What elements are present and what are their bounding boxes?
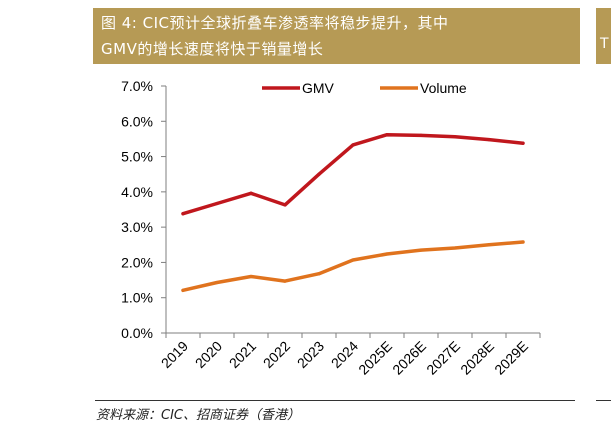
x-tick-label: 2028E <box>457 338 497 378</box>
series-line-volume <box>181 240 525 293</box>
figure-title-line-1: 图 4: CIC预计全球折叠车渗透率将稳步提升，其中 <box>101 14 449 32</box>
data-point-volume <box>521 240 525 244</box>
chart-axes: 0.0% 1.0% 2.0% 3.0% 4.0% 5.0% 6.0% 7.0% 2019 2020… <box>121 78 541 378</box>
data-point-volume <box>283 279 287 283</box>
y-tick-label: 0.0% <box>121 325 153 341</box>
figure-title-line-2: GMV的增长速度将快于销量增长 <box>101 40 324 58</box>
series-line-gmv <box>181 132 525 216</box>
figure-header: 图 4: CIC预计全球折叠车渗透率将稳步提升，其中 GMV的增长速度将快于销量… <box>93 8 580 64</box>
y-tick-label: 1.0% <box>121 290 153 306</box>
data-point-gmv <box>521 141 525 145</box>
x-tick-label: 2023 <box>294 338 327 371</box>
data-point-gmv <box>215 201 219 206</box>
data-point-volume <box>487 243 491 247</box>
data-point-gmv <box>249 191 253 195</box>
chart-series <box>181 132 525 293</box>
data-point-volume <box>215 280 219 285</box>
x-tick-label: 2027E <box>423 338 463 378</box>
data-point-volume <box>351 258 355 262</box>
legend-label-volume: Volume <box>420 80 467 96</box>
x-tick-label: 2026E <box>389 338 429 378</box>
legend-label-gmv: GMV <box>302 80 335 96</box>
data-point-volume <box>385 252 389 256</box>
data-point-volume <box>419 248 423 252</box>
y-tick-label: 5.0% <box>121 149 153 165</box>
x-tick-label: 2019 <box>158 338 191 371</box>
y-tick-label: 3.0% <box>121 219 153 235</box>
x-tick-label: 2021 <box>226 338 259 371</box>
data-point-gmv <box>487 138 491 142</box>
x-tick-label: 2020 <box>192 338 225 371</box>
y-tick-label: 4.0% <box>121 184 153 200</box>
y-tick-label: 2.0% <box>121 254 153 270</box>
data-point-volume <box>181 288 185 292</box>
data-point-gmv <box>419 133 423 137</box>
y-tick-label: 7.0% <box>121 78 153 94</box>
data-point-volume <box>249 274 253 279</box>
source-note: 资料来源：CIC、招商证券（香港） <box>96 408 300 423</box>
data-point-gmv <box>453 135 457 139</box>
source-divider <box>95 400 575 401</box>
adjacent-figure-glyph: T <box>600 36 609 52</box>
adjacent-source-divider <box>596 400 611 401</box>
line-chart: 0.0% 1.0% 2.0% 3.0% 4.0% 5.0% 6.0% 7.0% 2019 2020… <box>121 78 541 378</box>
x-tick-label: 2022 <box>260 338 293 371</box>
x-tick-label: 2025E <box>355 338 395 378</box>
data-point-gmv <box>181 212 185 216</box>
y-tick-label: 6.0% <box>121 113 153 129</box>
data-point-gmv <box>385 133 389 137</box>
data-point-gmv <box>317 172 321 176</box>
data-point-volume <box>317 272 321 276</box>
data-point-gmv <box>351 143 355 147</box>
chart-legend: GMV Volume <box>262 80 467 96</box>
x-tick-label: 2029E <box>491 338 531 378</box>
data-point-volume <box>453 246 457 250</box>
adjacent-figure-header-edge: T <box>596 8 611 64</box>
data-point-gmv <box>283 203 287 207</box>
